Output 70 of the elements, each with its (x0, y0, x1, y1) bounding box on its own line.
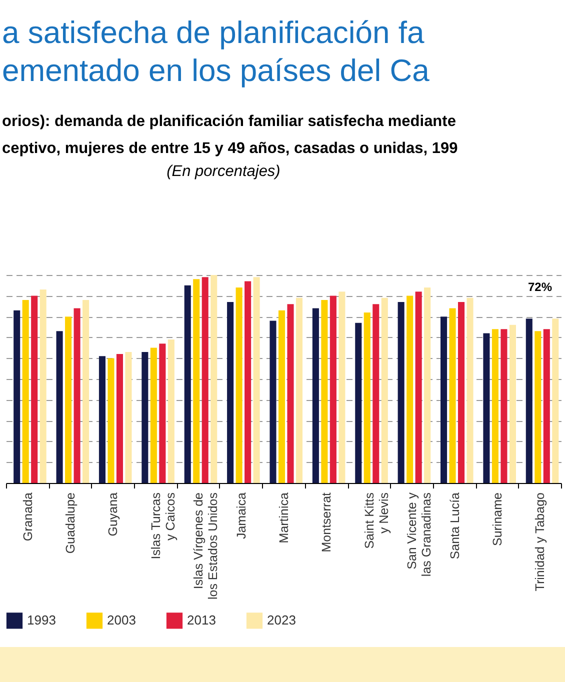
bar (159, 344, 166, 483)
bar (193, 279, 200, 483)
bar (381, 298, 388, 483)
legend-label: 1993 (27, 612, 56, 628)
x-tick-label: Guadalupe (64, 492, 78, 554)
bar (278, 310, 286, 483)
bar (449, 308, 456, 483)
bar (543, 329, 550, 483)
bar (65, 316, 72, 483)
bar (509, 324, 516, 483)
bar (98, 356, 106, 483)
bar (22, 300, 29, 483)
bar (202, 277, 208, 483)
bar (466, 298, 474, 483)
bar (125, 352, 132, 483)
bar (31, 296, 38, 483)
bar (74, 308, 80, 483)
bar (82, 300, 90, 483)
x-tick-label: Saint Kitts y Nevis (362, 492, 391, 549)
bar (14, 310, 20, 483)
bar (372, 304, 380, 483)
bar (355, 322, 362, 483)
x-tick-label: Suriname (490, 492, 504, 546)
x-tick-label: Jamaica (234, 492, 248, 540)
bar (142, 352, 148, 483)
bar (236, 287, 242, 483)
bar (312, 308, 319, 483)
bar (184, 285, 191, 483)
x-tick-label: Montserrat (320, 492, 334, 552)
chart-title: a satisfecha de planificación fa ementado en los países del Ca (1, 14, 430, 90)
bar (287, 304, 294, 483)
bar (168, 339, 174, 483)
bar (253, 277, 260, 483)
bar (330, 296, 336, 483)
bar (458, 302, 465, 483)
bar (296, 298, 303, 483)
bar (244, 281, 252, 483)
x-tick-label: Trinidad y Tabago (533, 492, 548, 592)
x-tick-label: Santa Lucía (448, 492, 462, 560)
bar (270, 320, 276, 483)
bar (500, 329, 508, 483)
bar (492, 329, 498, 483)
bar (338, 292, 346, 483)
bar (483, 333, 490, 483)
bar (321, 300, 328, 483)
bar (398, 302, 404, 483)
bar (108, 358, 114, 483)
chart-subtitle: orios): demanda de planificación familiar satisfecha mediante ceptivo, mujeres de entre 15 y 49 años, casadas o unidas, 199 (En porcentajes) (2, 112, 459, 182)
x-tick-label: Martinica (277, 492, 291, 544)
x-tick-label: Islas Turcas y Caicos (148, 492, 178, 560)
annotation: 72% (528, 280, 552, 294)
legend-label: 2013 (187, 612, 216, 628)
bar (552, 318, 559, 483)
bar (56, 331, 63, 483)
bar (150, 348, 157, 483)
x-tick-label: Guyana (106, 492, 120, 536)
legend-label: 2003 (107, 612, 136, 628)
bar (526, 318, 532, 483)
bar (227, 302, 234, 483)
bar (534, 331, 542, 483)
bar (440, 316, 448, 483)
bar (424, 287, 431, 483)
bar (406, 296, 414, 483)
legend-label: 2023 (267, 612, 296, 628)
bar (40, 290, 46, 483)
bar (415, 292, 422, 483)
bar (364, 312, 370, 483)
bar (210, 275, 218, 483)
x-tick-label: Granada (20, 492, 35, 542)
bar (116, 354, 123, 483)
